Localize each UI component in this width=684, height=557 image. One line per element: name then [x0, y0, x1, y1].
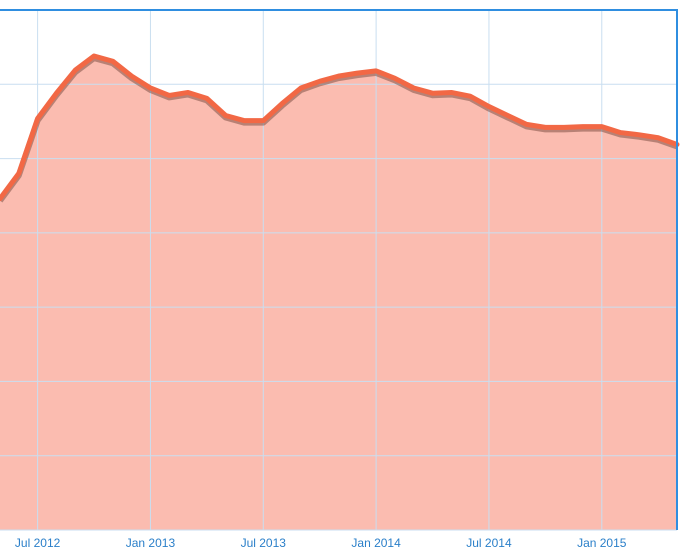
- area-fill: [0, 56, 677, 531]
- x-tick-label: Jan 2013: [126, 536, 176, 550]
- x-tick-label: Jan 2014: [351, 536, 401, 550]
- x-tick-label: Jan 2015: [577, 536, 627, 550]
- x-tick-label: Jul 2013: [241, 536, 287, 550]
- x-tick-label: Jul 2014: [466, 536, 512, 550]
- x-tick-label: Jul 2012: [15, 536, 61, 550]
- plot-border: [0, 9, 678, 530]
- line: [0, 53, 680, 202]
